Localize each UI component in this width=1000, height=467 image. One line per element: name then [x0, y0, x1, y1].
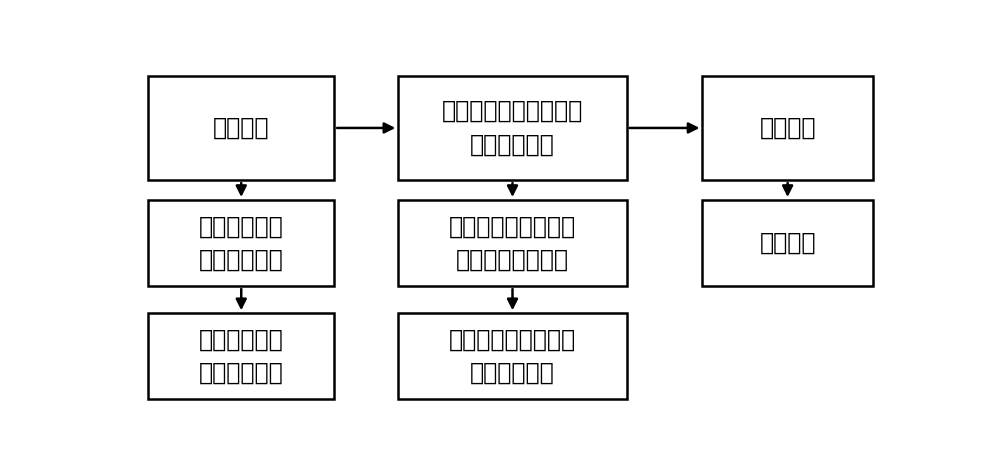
Text: 检测效果: 检测效果	[759, 231, 816, 255]
Text: 选定合适的针
头与接收基板: 选定合适的针 头与接收基板	[199, 214, 284, 272]
Text: 确定针头与接
收基板的距离: 确定针头与接 收基板的距离	[199, 327, 284, 385]
Text: 开始打印: 开始打印	[759, 116, 816, 140]
FancyBboxPatch shape	[702, 200, 873, 286]
FancyBboxPatch shape	[148, 200, 334, 286]
FancyBboxPatch shape	[398, 200, 627, 286]
FancyBboxPatch shape	[398, 313, 627, 399]
Text: 根据打印间距设定底
台速度及转速: 根据打印间距设定底 台速度及转速	[449, 327, 576, 385]
FancyBboxPatch shape	[398, 76, 627, 180]
Text: 选择合适电压频率及
占空比，测试效果: 选择合适电压频率及 占空比，测试效果	[449, 214, 576, 272]
FancyBboxPatch shape	[148, 76, 334, 180]
FancyBboxPatch shape	[702, 76, 873, 180]
Text: 准备溶液: 准备溶液	[213, 116, 270, 140]
Text: 设定流量和电压幅值，
观察变形行为: 设定流量和电压幅值， 观察变形行为	[442, 99, 583, 157]
FancyBboxPatch shape	[148, 313, 334, 399]
